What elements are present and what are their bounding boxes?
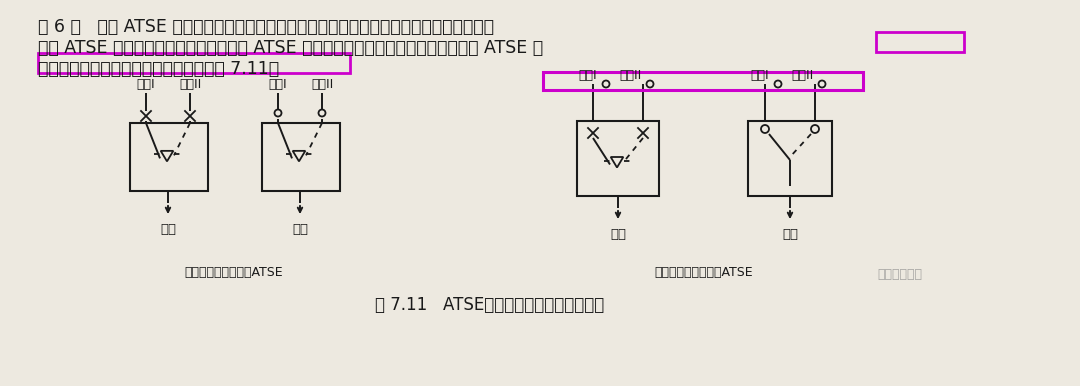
Text: 图 7.11   ATSE检修隔离功能设计配合示意: 图 7.11 ATSE检修隔离功能设计配合示意 (376, 296, 605, 314)
Text: 电源II: 电源II (311, 78, 333, 91)
Text: 负载: 负载 (782, 228, 798, 241)
Bar (577, 121, 659, 196)
Bar (38, 53, 350, 73)
Text: 电源II: 电源II (791, 69, 813, 82)
Text: 负载: 负载 (610, 228, 626, 241)
Text: 负载: 负载 (292, 223, 308, 236)
Text: 电源I: 电源I (751, 69, 769, 82)
Text: 进线端加装具有隔离功能的电器。参见图 7.11。: 进线端加装具有隔离功能的电器。参见图 7.11。 (38, 60, 279, 78)
Text: 电源I: 电源I (137, 78, 156, 91)
Text: 电源I: 电源I (269, 78, 287, 91)
Bar (130, 123, 208, 191)
Text: 负载: 负载 (160, 223, 176, 236)
Text: 没有隔离性能要求的ATSE: 没有隔离性能要求的ATSE (654, 266, 754, 279)
Bar (262, 123, 340, 191)
Bar (543, 72, 863, 90)
Bar (748, 121, 832, 196)
Text: 建筑电气学习: 建筑电气学习 (877, 268, 922, 281)
Text: 第 6 款   采用 ATSE 做双电源转换时，从安全着想要求具有检修隔离功能，此处检修隔离指: 第 6 款 采用 ATSE 做双电源转换时，从安全着想要求具有检修隔离功能，此处… (38, 18, 494, 36)
Bar (876, 32, 964, 52)
Text: 电源II: 电源II (179, 78, 201, 91)
Text: 电源I: 电源I (579, 69, 597, 82)
Text: 电源II: 电源II (619, 69, 642, 82)
Text: 满足隔离性能要求的ATSE: 满足隔离性能要求的ATSE (185, 266, 283, 279)
Text: 的是 ATSE 配出回路的检修应需隔离。如 ATSE 本体没有检修隔离功能时，设计上应在 ATSE 的: 的是 ATSE 配出回路的检修应需隔离。如 ATSE 本体没有检修隔离功能时，设… (38, 39, 543, 57)
